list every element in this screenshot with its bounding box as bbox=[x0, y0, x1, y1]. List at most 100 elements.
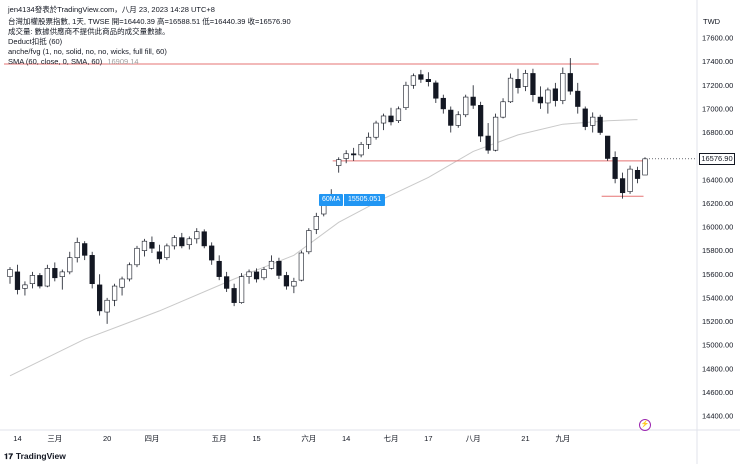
candle-up bbox=[59, 271, 65, 277]
candle-up bbox=[380, 115, 387, 124]
candle-up bbox=[336, 159, 342, 166]
candle-down bbox=[283, 275, 290, 287]
header-indicator-fvg[interactable]: anche/fvg (1, no, solid, no, no, wicks, … bbox=[8, 47, 167, 56]
candle-up bbox=[507, 77, 514, 103]
x-tick-label: 20 bbox=[103, 434, 111, 443]
candle-up bbox=[238, 276, 245, 303]
candle-up bbox=[358, 144, 364, 156]
candle-up bbox=[627, 168, 633, 192]
candle-up bbox=[134, 247, 140, 266]
candle-down bbox=[97, 284, 103, 312]
candle-up bbox=[343, 153, 349, 159]
candle-down bbox=[515, 79, 521, 88]
candle-up bbox=[268, 260, 275, 269]
candle-up bbox=[291, 281, 297, 287]
y-tick-label: 15800.00 bbox=[702, 246, 733, 255]
candle-up bbox=[545, 89, 551, 104]
candle-up bbox=[403, 84, 409, 108]
candle-up bbox=[164, 245, 170, 259]
candle-up bbox=[500, 101, 506, 118]
candle-down bbox=[156, 251, 163, 260]
candle-down bbox=[605, 135, 611, 159]
candle-down bbox=[582, 108, 588, 127]
y-tick-label: 14600.00 bbox=[702, 388, 733, 397]
candle-down bbox=[231, 288, 237, 303]
x-tick-label: 14 bbox=[13, 434, 21, 443]
candle-up bbox=[126, 264, 133, 280]
y-tick-label: 15200.00 bbox=[702, 317, 733, 326]
header-symbol-ohlc: 台灣加權股票指數, 1天, TWSE 開=16440.39 高=16588.51… bbox=[8, 17, 291, 26]
header-indicator-sma[interactable]: SMA (60, close, 0, SMA, 60) 16909.14 bbox=[8, 57, 139, 67]
candle-up bbox=[492, 116, 499, 151]
y-tick-label: 16800.00 bbox=[702, 128, 733, 137]
candle-down bbox=[201, 231, 207, 247]
x-tick-label: 七月 bbox=[384, 434, 399, 443]
candle-down bbox=[224, 276, 230, 289]
x-tick-label: 三月 bbox=[47, 434, 62, 443]
candle-down bbox=[14, 271, 21, 290]
sma-legend-value: 16909.14 bbox=[107, 57, 139, 66]
currency-label[interactable]: TWD bbox=[703, 17, 721, 26]
candle-up bbox=[313, 216, 319, 230]
header-indicator-deduct[interactable]: Deduct扣抵 (60) bbox=[8, 37, 63, 46]
sma-60-line bbox=[9, 119, 638, 377]
candle-up bbox=[522, 73, 529, 87]
candle-down bbox=[597, 116, 603, 133]
candle-up bbox=[395, 108, 402, 121]
candle-up bbox=[194, 231, 200, 240]
candle-up bbox=[463, 96, 469, 116]
sma-legend-label: SMA (60, close, 0, SMA, 60) bbox=[8, 57, 103, 66]
candle-up bbox=[111, 285, 118, 301]
candle-down bbox=[37, 275, 43, 287]
candle-down bbox=[253, 271, 260, 280]
candle-up bbox=[455, 114, 461, 126]
y-tick-label: 17600.00 bbox=[702, 34, 733, 43]
candle-down bbox=[149, 242, 155, 249]
candle-down bbox=[351, 153, 357, 156]
candle-up bbox=[104, 299, 110, 313]
y-tick-label: 15600.00 bbox=[702, 270, 733, 279]
candle-down bbox=[52, 268, 58, 279]
x-tick-label: 四月 bbox=[144, 434, 159, 443]
candle-down bbox=[537, 96, 544, 104]
candle-down bbox=[216, 260, 222, 277]
candle-down bbox=[276, 260, 282, 276]
x-tick-label: 21 bbox=[521, 434, 529, 443]
candle-up bbox=[44, 268, 50, 287]
candle-up bbox=[642, 158, 648, 176]
y-tick-label: 17000.00 bbox=[702, 104, 733, 113]
candle-down bbox=[448, 109, 454, 126]
candle-up bbox=[410, 75, 417, 86]
candle-up bbox=[29, 275, 36, 284]
candle-up bbox=[298, 252, 304, 281]
candle-down bbox=[388, 115, 394, 123]
candle-down bbox=[209, 245, 215, 261]
candle-up bbox=[119, 278, 125, 288]
tradingview-logo[interactable]: 𝟏𝟕 TradingView bbox=[4, 451, 66, 462]
tradingview-brand: TradingView bbox=[15, 451, 66, 461]
candle-down bbox=[619, 178, 626, 194]
y-tick-label: 16400.00 bbox=[702, 175, 733, 184]
candle-down bbox=[179, 237, 185, 247]
candle-down bbox=[89, 255, 95, 285]
candle-up bbox=[246, 271, 252, 277]
x-tick-label: 14 bbox=[342, 434, 350, 443]
candle-up bbox=[306, 230, 312, 253]
candle-up bbox=[373, 122, 379, 138]
candle-down bbox=[440, 97, 446, 110]
x-tick-label: 八月 bbox=[466, 434, 481, 443]
y-tick-label: 14800.00 bbox=[702, 364, 733, 373]
candle-up bbox=[365, 136, 372, 145]
flash-icon[interactable]: ⚡ bbox=[639, 419, 651, 431]
candle-up bbox=[171, 237, 177, 247]
candle-up bbox=[74, 242, 80, 259]
x-tick-label: 九月 bbox=[555, 434, 570, 443]
candle-up bbox=[7, 269, 13, 277]
candle-up bbox=[261, 269, 267, 279]
candle-down bbox=[418, 74, 424, 80]
last-price-tag: 16576.90 bbox=[699, 152, 735, 165]
candle-up bbox=[141, 240, 148, 251]
candle-down bbox=[552, 88, 558, 101]
